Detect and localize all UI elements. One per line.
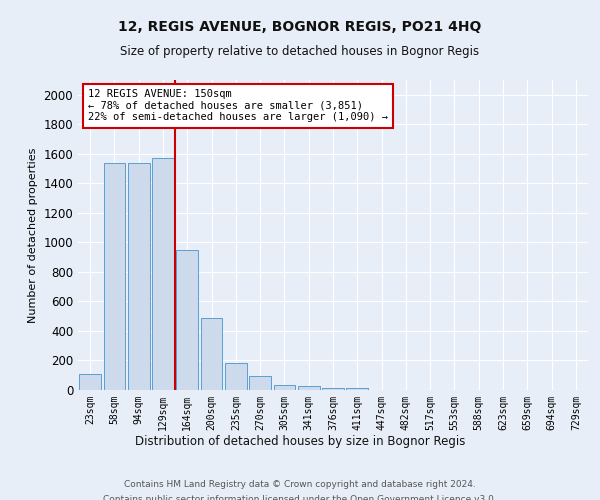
Bar — [79, 374, 101, 390]
Bar — [249, 376, 271, 390]
Bar — [176, 250, 198, 390]
Bar — [152, 158, 174, 390]
Text: Contains public sector information licensed under the Open Government Licence v3: Contains public sector information licen… — [103, 495, 497, 500]
Bar — [200, 318, 223, 390]
Text: 12 REGIS AVENUE: 150sqm
← 78% of detached houses are smaller (3,851)
22% of semi: 12 REGIS AVENUE: 150sqm ← 78% of detache… — [88, 90, 388, 122]
Text: Size of property relative to detached houses in Bognor Regis: Size of property relative to detached ho… — [121, 45, 479, 58]
Bar — [128, 162, 149, 390]
Bar — [104, 162, 125, 390]
Bar — [298, 386, 320, 390]
Text: Distribution of detached houses by size in Bognor Regis: Distribution of detached houses by size … — [135, 435, 465, 448]
Bar — [322, 388, 344, 390]
Bar — [274, 385, 295, 390]
Bar — [346, 388, 368, 390]
Text: Contains HM Land Registry data © Crown copyright and database right 2024.: Contains HM Land Registry data © Crown c… — [124, 480, 476, 489]
Bar — [225, 364, 247, 390]
Text: 12, REGIS AVENUE, BOGNOR REGIS, PO21 4HQ: 12, REGIS AVENUE, BOGNOR REGIS, PO21 4HQ — [118, 20, 482, 34]
Y-axis label: Number of detached properties: Number of detached properties — [28, 148, 38, 322]
